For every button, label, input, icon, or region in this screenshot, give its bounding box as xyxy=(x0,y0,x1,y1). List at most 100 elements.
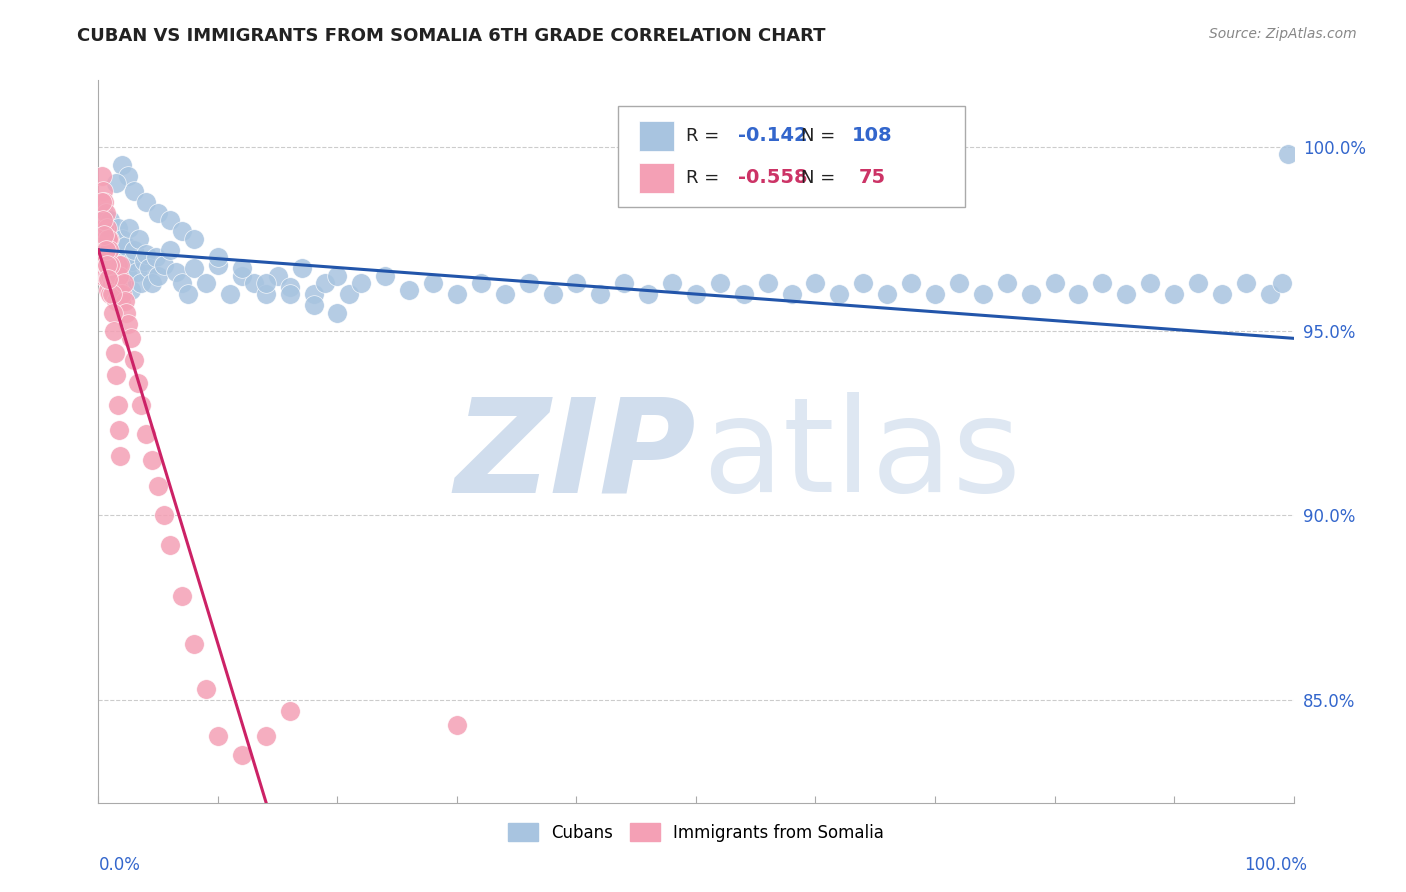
Point xyxy=(91,169,114,183)
Point xyxy=(172,590,194,604)
Point xyxy=(291,261,314,276)
Point xyxy=(115,305,138,319)
Text: 75: 75 xyxy=(859,169,886,187)
Point xyxy=(96,243,118,257)
Point xyxy=(97,228,120,243)
Point xyxy=(124,243,146,257)
Point xyxy=(135,427,157,442)
Point xyxy=(135,246,157,260)
Point xyxy=(91,194,114,209)
Point xyxy=(517,276,540,290)
Point xyxy=(101,243,124,257)
Point xyxy=(93,228,115,243)
Point xyxy=(108,258,131,272)
Point xyxy=(709,276,731,290)
Point xyxy=(183,261,205,276)
Point xyxy=(115,239,138,253)
Point xyxy=(302,298,325,312)
Point xyxy=(97,272,120,286)
Point xyxy=(231,261,253,276)
Point xyxy=(183,232,205,246)
Point xyxy=(107,220,129,235)
Text: CUBAN VS IMMIGRANTS FROM SOMALIA 6TH GRADE CORRELATION CHART: CUBAN VS IMMIGRANTS FROM SOMALIA 6TH GRA… xyxy=(77,27,825,45)
Point xyxy=(91,243,114,257)
Point xyxy=(995,276,1018,290)
Point xyxy=(446,287,468,301)
Point xyxy=(105,268,128,283)
Point xyxy=(780,287,803,301)
Point xyxy=(207,250,229,264)
Point xyxy=(118,220,141,235)
Point xyxy=(138,261,160,276)
Point xyxy=(278,287,301,301)
Point xyxy=(125,265,148,279)
Text: R =: R = xyxy=(686,127,720,145)
Point xyxy=(219,287,242,301)
Point xyxy=(93,220,115,235)
Point xyxy=(103,258,125,272)
Point xyxy=(254,276,277,290)
Text: ZIP: ZIP xyxy=(454,392,696,519)
Text: atlas: atlas xyxy=(702,392,1021,519)
Point xyxy=(494,287,516,301)
Point xyxy=(117,169,139,183)
Point xyxy=(1211,287,1233,301)
Point xyxy=(105,294,128,309)
Point xyxy=(107,424,129,438)
Point xyxy=(177,287,200,301)
Point xyxy=(339,287,361,301)
Point xyxy=(101,305,124,319)
Point xyxy=(110,261,132,276)
Point xyxy=(94,268,117,283)
Point xyxy=(267,268,290,283)
FancyBboxPatch shape xyxy=(619,105,965,207)
Point xyxy=(104,235,127,250)
Point xyxy=(93,194,115,209)
Point xyxy=(131,276,153,290)
Point xyxy=(98,213,122,227)
Point xyxy=(828,287,851,301)
Point xyxy=(148,479,170,493)
Point xyxy=(128,232,150,246)
Point xyxy=(1043,276,1066,290)
Point xyxy=(165,265,187,279)
Point xyxy=(107,398,129,412)
Point xyxy=(159,538,181,552)
Point xyxy=(94,250,117,264)
Point xyxy=(124,184,146,198)
Point xyxy=(153,258,176,272)
Point xyxy=(94,206,117,220)
Text: 100.0%: 100.0% xyxy=(1244,856,1308,874)
Point xyxy=(124,353,146,368)
Point xyxy=(91,213,114,227)
Point xyxy=(114,254,136,268)
Point xyxy=(104,276,127,290)
Point xyxy=(315,276,337,290)
Point xyxy=(107,279,129,293)
Point xyxy=(159,243,181,257)
Point xyxy=(565,276,588,290)
Point xyxy=(148,268,170,283)
Point xyxy=(172,276,194,290)
Point xyxy=(195,276,218,290)
Point xyxy=(243,276,266,290)
Point xyxy=(100,287,122,301)
Point xyxy=(107,268,129,283)
Point xyxy=(98,258,121,272)
Bar xyxy=(638,162,675,193)
Point xyxy=(374,268,396,283)
Point xyxy=(1271,276,1294,290)
Point xyxy=(948,276,970,290)
Point xyxy=(98,243,121,257)
Point xyxy=(145,250,167,264)
Text: 108: 108 xyxy=(852,127,891,145)
Point xyxy=(756,276,779,290)
Point xyxy=(121,254,143,268)
Point xyxy=(1115,287,1137,301)
Point xyxy=(100,276,122,290)
Point xyxy=(98,232,121,246)
Text: -0.142: -0.142 xyxy=(738,127,807,145)
Point xyxy=(231,747,253,762)
Point xyxy=(254,730,277,744)
Point xyxy=(254,287,277,301)
